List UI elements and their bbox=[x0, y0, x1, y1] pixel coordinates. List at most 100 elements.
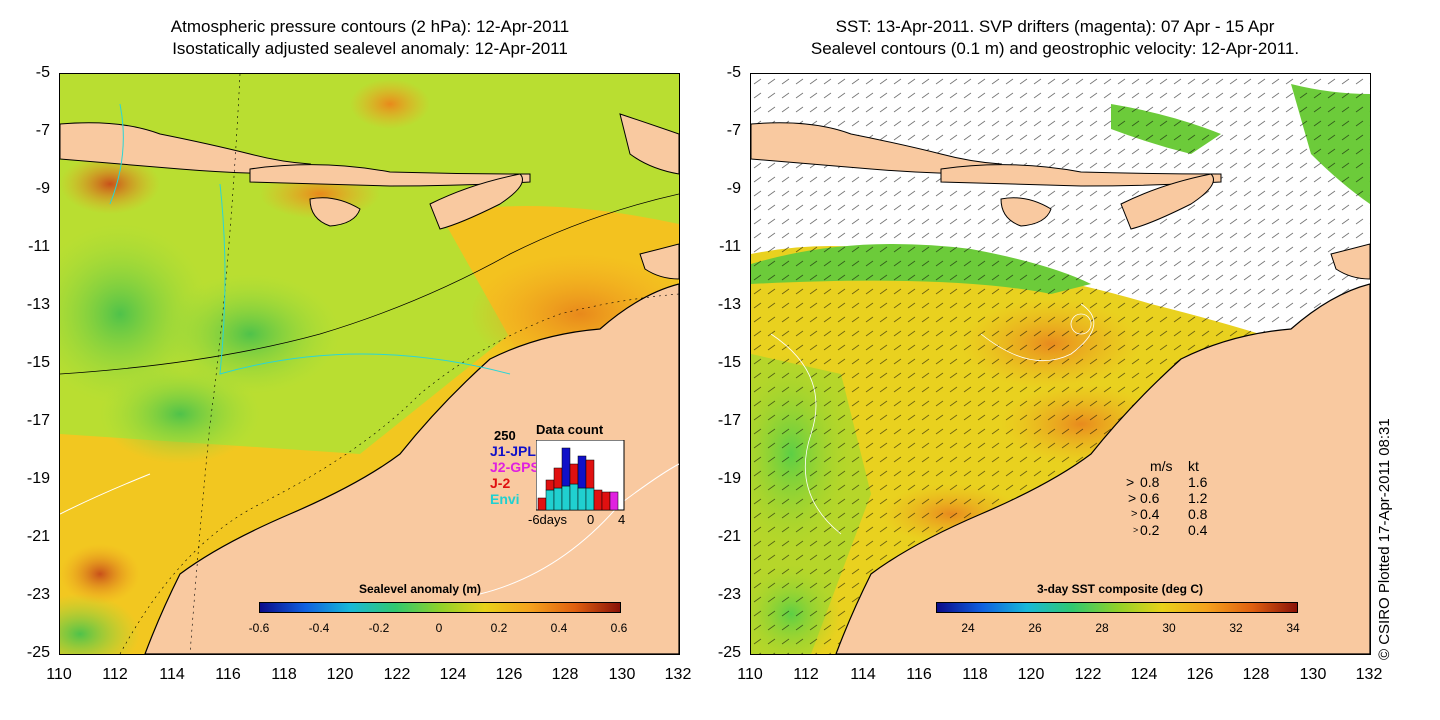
lat-tick: -21 bbox=[717, 528, 741, 545]
histogram-bar bbox=[593, 489, 603, 511]
lon-tick: 114 bbox=[159, 666, 185, 683]
velocity-row-kt: 1.6 bbox=[1188, 474, 1208, 490]
left-colorbar-tick: 0.4 bbox=[550, 621, 568, 635]
right-colorbar-tick: 26 bbox=[1028, 621, 1042, 635]
velocity-arrow-icon: > bbox=[1128, 490, 1137, 506]
right-title-line1: SST: 13-Apr-2011. SVP drifters (magenta)… bbox=[835, 17, 1275, 36]
data-count-ymax: 250 bbox=[494, 428, 516, 443]
histogram-bar bbox=[577, 487, 587, 511]
velocity-row-kt: 0.4 bbox=[1188, 522, 1208, 538]
left-map-graphic bbox=[60, 74, 679, 654]
left-colorbar-tick: 0.2 bbox=[490, 621, 508, 635]
lat-tick: -11 bbox=[719, 238, 741, 255]
lat-tick: -17 bbox=[26, 412, 50, 429]
lat-tick: -15 bbox=[26, 354, 50, 371]
lat-tick: -5 bbox=[35, 64, 50, 81]
velocity-row-ms: 0.6 bbox=[1140, 490, 1160, 506]
lon-tick: 118 bbox=[271, 666, 297, 683]
lon-tick: 120 bbox=[1017, 666, 1045, 683]
lat-tick: -9 bbox=[726, 180, 741, 197]
lon-tick: 128 bbox=[1242, 666, 1270, 683]
lon-tick: 120 bbox=[326, 666, 354, 683]
histogram-bar bbox=[561, 485, 571, 511]
histogram-bar bbox=[553, 467, 563, 489]
left-map-sealevel-anomaly bbox=[59, 73, 680, 655]
left-colorbar-label: Sealevel anomaly (m) bbox=[358, 582, 482, 596]
lon-tick: 112 bbox=[793, 666, 819, 683]
lon-tick: 118 bbox=[962, 666, 988, 683]
lat-tick: -21 bbox=[26, 528, 50, 545]
velocity-arrow-icon: > bbox=[1126, 474, 1135, 490]
series-label-j2-gps: J2-GPS bbox=[490, 459, 540, 475]
velocity-row-kt: 0.8 bbox=[1188, 506, 1208, 522]
lon-tick: 110 bbox=[737, 666, 763, 683]
data-count-xlabel-right: 4 bbox=[618, 512, 626, 527]
right-map-graphic bbox=[751, 74, 1370, 654]
histogram-bar bbox=[545, 479, 555, 491]
lat-tick: -7 bbox=[35, 122, 50, 139]
lon-tick: 114 bbox=[850, 666, 876, 683]
data-count-xlabel-mid: 0 bbox=[587, 512, 595, 527]
lon-tick: 110 bbox=[46, 666, 72, 683]
left-colorbar-tick: -0.2 bbox=[368, 621, 390, 635]
right-colorbar-label: 3-day SST composite (deg C) bbox=[1036, 582, 1204, 596]
histogram-bar bbox=[585, 459, 595, 489]
lat-tick: -15 bbox=[717, 354, 741, 371]
lon-tick: 130 bbox=[608, 666, 636, 683]
velocity-row-ms: 0.2 bbox=[1140, 522, 1160, 538]
velocity-arrow-icon: > bbox=[1131, 508, 1138, 520]
lat-tick: -25 bbox=[26, 644, 50, 661]
lat-tick: -5 bbox=[726, 64, 741, 81]
lat-tick: -13 bbox=[26, 296, 50, 313]
left-colorbar-tick: 0 bbox=[435, 621, 443, 635]
right-map-sst bbox=[750, 73, 1371, 655]
lon-tick: 116 bbox=[215, 666, 241, 683]
right-colorbar-tick: 28 bbox=[1095, 621, 1109, 635]
velocity-legend-header-kt: kt bbox=[1188, 458, 1199, 474]
lon-tick: 130 bbox=[1299, 666, 1327, 683]
histogram-bar bbox=[569, 483, 579, 511]
lon-tick: 124 bbox=[439, 666, 467, 683]
lon-tick: 126 bbox=[1186, 666, 1214, 683]
histogram-bar bbox=[569, 463, 579, 485]
histogram-bar bbox=[553, 487, 563, 511]
lat-tick: -13 bbox=[717, 296, 741, 313]
right-colorbar-tick: 30 bbox=[1162, 621, 1176, 635]
velocity-row-ms: 0.8 bbox=[1140, 474, 1160, 490]
right-colorbar bbox=[936, 602, 1298, 613]
lat-tick: -9 bbox=[35, 180, 50, 197]
histogram-bar bbox=[545, 489, 555, 511]
right-colorbar-tick: 24 bbox=[961, 621, 975, 635]
right-title-line2: Sealevel contours (0.1 m) and geostrophi… bbox=[810, 39, 1300, 58]
lat-tick: -23 bbox=[26, 586, 50, 603]
right-colorbar-tick: 32 bbox=[1229, 621, 1243, 635]
lon-tick: 126 bbox=[495, 666, 523, 683]
lat-tick: -17 bbox=[717, 412, 741, 429]
lat-tick: -11 bbox=[28, 238, 50, 255]
data-count-histogram bbox=[536, 440, 625, 511]
velocity-row-ms: 0.4 bbox=[1140, 506, 1160, 522]
left-colorbar-tick: -0.6 bbox=[248, 621, 270, 635]
histogram-bar bbox=[561, 447, 571, 487]
lon-tick: 124 bbox=[1130, 666, 1158, 683]
velocity-arrow-icon: > bbox=[1133, 525, 1139, 535]
lon-tick: 112 bbox=[102, 666, 128, 683]
left-colorbar-tick: -0.4 bbox=[308, 621, 330, 635]
left-colorbar-tick: 0.6 bbox=[610, 621, 628, 635]
histogram-bar bbox=[577, 455, 587, 489]
data-count-title: Data count bbox=[536, 422, 604, 437]
lat-tick: -19 bbox=[717, 470, 741, 487]
histogram-bar bbox=[601, 491, 611, 511]
lon-tick: 128 bbox=[551, 666, 579, 683]
velocity-row-kt: 1.2 bbox=[1188, 490, 1208, 506]
histogram-bar bbox=[609, 491, 619, 511]
lon-tick: 116 bbox=[906, 666, 932, 683]
left-colorbar bbox=[259, 602, 621, 613]
lon-tick: 132 bbox=[1355, 666, 1383, 683]
lat-tick: -7 bbox=[726, 122, 741, 139]
velocity-legend-header-ms: m/s bbox=[1150, 458, 1173, 474]
lon-tick: 122 bbox=[1074, 666, 1102, 683]
lat-tick: -19 bbox=[26, 470, 50, 487]
data-count-xlabel-left: -6days bbox=[528, 512, 568, 527]
credit-text: © CSIRO Plotted 17-Apr-2011 08:31 bbox=[1376, 418, 1393, 660]
